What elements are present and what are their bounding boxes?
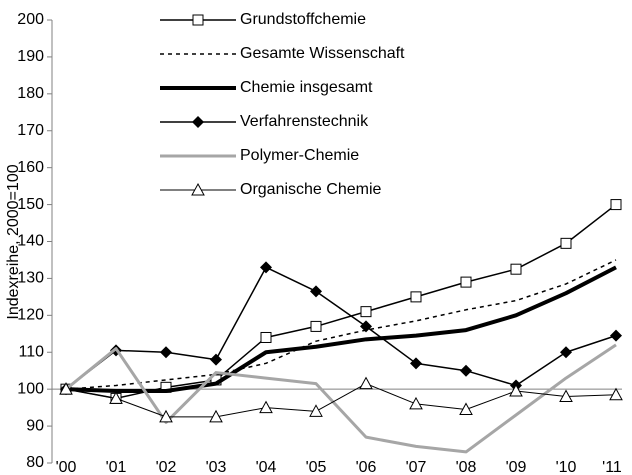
x-tick-label: '03 [206,459,227,475]
point-marker [209,409,223,423]
y-tick-label: 100 [17,380,44,397]
x-tick-label: '10 [556,459,577,475]
x-tick-label: '06 [356,459,377,475]
series-line [65,203,617,400]
point-marker [459,402,473,415]
point-marker [360,320,372,333]
x-tick-label: '01 [106,459,127,475]
y-tick-label: 170 [17,122,44,139]
point-marker [160,346,172,359]
point-marker [560,237,572,249]
point-marker [210,353,222,366]
x-tick-label: '08 [456,459,477,475]
y-tick-label: 90 [26,417,44,434]
legend-marker [192,14,204,26]
series-line [65,383,617,418]
series-line [65,259,617,390]
series-line [65,343,617,454]
point-marker [559,389,573,403]
x-tick-label: '07 [406,459,427,475]
y-tick-label: 140 [17,233,44,250]
legend-label: Polymer-Chemie [240,147,359,164]
series-line [65,265,617,394]
point-marker [560,346,572,359]
series-line [65,266,617,390]
y-tick-label: 110 [18,343,44,360]
point-marker [409,396,423,410]
legend-label: Organische Chemie [240,181,382,198]
y-tick-label: 120 [17,307,44,324]
y-tick-label: 180 [17,85,44,102]
y-axis-label: Indexreihe, 2000=100 [5,164,22,319]
point-marker [410,291,422,303]
point-marker [510,263,522,275]
point-marker [359,376,373,390]
point-marker [460,364,472,377]
y-tick-label: 200 [17,11,44,28]
point-marker [310,285,322,298]
legend-label: Grundstoffchemie [240,11,366,28]
point-marker [59,382,73,395]
point-marker [609,387,623,401]
point-marker [260,261,272,274]
y-tick-label: 190 [17,48,44,65]
point-marker [410,357,422,370]
point-marker [310,320,322,332]
x-tick-label: '02 [156,459,177,475]
legend-label: Verfahrenstechnik [240,113,369,130]
point-marker [159,409,173,423]
point-marker [509,383,523,397]
point-marker [360,306,372,318]
y-tick-label: 150 [17,196,44,213]
point-marker [260,331,272,343]
point-marker [309,404,323,417]
x-tick-label: '04 [256,459,277,475]
point-marker [259,400,273,414]
x-tick-label: '05 [306,459,327,475]
y-tick-label: 160 [17,159,44,176]
y-tick-label: 80 [26,454,44,471]
y-tick-label: 130 [17,270,44,287]
point-marker [109,391,123,404]
legend-label: Chemie insgesamt [240,79,373,96]
legend-label: Gesamte Wissenschaft [240,45,405,62]
legend-marker [192,116,204,128]
legend-marker [191,182,205,196]
x-tick-label: '00 [56,459,77,475]
x-tick-label: '09 [506,459,527,475]
x-tick-label: '11 [602,459,622,475]
point-marker [610,199,622,211]
point-marker [460,276,472,288]
point-marker [610,329,622,342]
